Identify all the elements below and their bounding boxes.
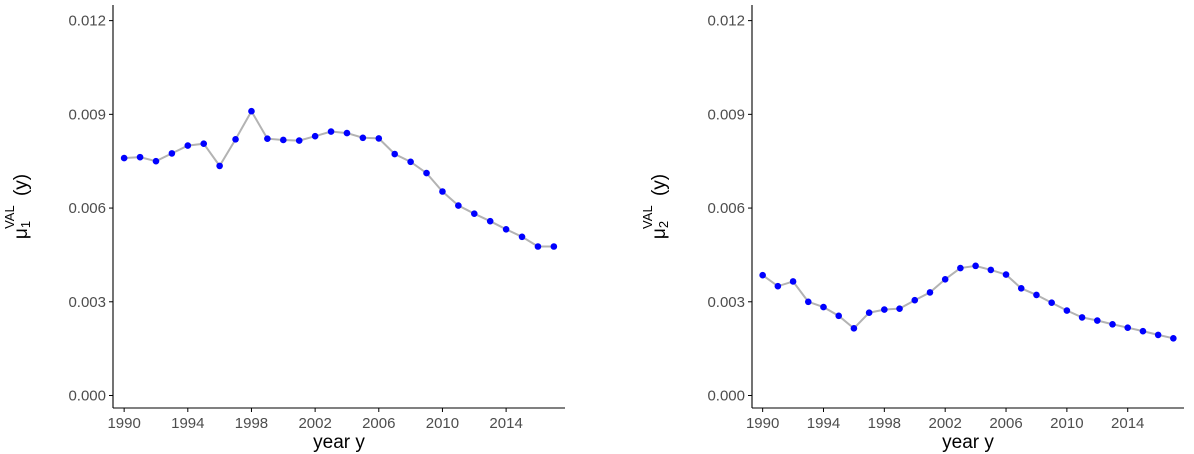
y-axis-title-symbol: μ (11, 228, 32, 239)
data-point (1109, 320, 1116, 328)
y-axis-title: μ1VAL (y) (2, 174, 33, 239)
y-axis-title-arg: (y) (11, 174, 32, 201)
data-point (957, 264, 964, 272)
chart-panel-right: 0.000 0.003 0.006 0.009 0.012 1990 1994 1998 200… (640, 5, 1184, 453)
data-point (926, 289, 934, 296)
x-tick-label: 2010 (426, 415, 459, 432)
data-point (391, 150, 399, 158)
y-axis-title-superscript: VAL (2, 205, 17, 229)
series-line (762, 264, 1174, 340)
y-tick-label: 0.006 (68, 200, 106, 217)
data-point (774, 282, 782, 290)
data-point (248, 107, 255, 115)
data-point (359, 134, 367, 142)
y-tick-label: 0.003 (707, 294, 745, 311)
data-point (1002, 271, 1010, 278)
data-point (279, 136, 287, 144)
data-point (550, 243, 558, 250)
y-tick-label: 0.009 (707, 106, 745, 123)
x-tick-label: 1998 (235, 415, 268, 432)
x-tick-label: 1990 (107, 415, 140, 432)
data-point (311, 132, 319, 140)
y-tick-label: 0.012 (707, 13, 745, 30)
data-point (455, 202, 462, 209)
data-point (232, 136, 239, 143)
y-tick-label: 0.003 (68, 294, 106, 311)
data-point (1063, 307, 1071, 314)
y-axis-title-subscript: 1 (18, 221, 33, 228)
y-axis-title-arg: (y) (649, 174, 670, 201)
data-point (264, 135, 271, 143)
data-point (534, 243, 542, 250)
data-point (343, 129, 351, 137)
y-tick-label: 0.009 (68, 106, 106, 123)
data-point (152, 157, 160, 165)
x-tick-label: 2010 (1050, 415, 1083, 432)
x-tick-label: 2006 (989, 415, 1022, 432)
data-point (327, 128, 335, 135)
data-point (295, 137, 303, 144)
data-point (1033, 291, 1040, 299)
data-point (972, 262, 979, 270)
y-axis-title-symbol: μ (649, 228, 670, 239)
y-axis-title-superscript: VAL (640, 205, 655, 229)
x-tick-label: 1998 (868, 415, 901, 432)
x-tick-label: 2006 (362, 415, 395, 432)
data-point (518, 233, 526, 241)
data-point (168, 150, 176, 157)
x-tick-label: 2014 (1111, 415, 1144, 432)
data-point (896, 305, 903, 312)
data-point (1124, 324, 1132, 332)
x-tick-label: 2002 (298, 415, 331, 432)
data-point (216, 162, 223, 170)
data-point (1017, 285, 1025, 292)
x-tick-label: 1994 (171, 415, 204, 432)
y-tick-label: 0.006 (707, 200, 745, 217)
y-tick-label: 0.000 (68, 388, 106, 405)
data-point (200, 140, 208, 148)
x-axis-title: year y (942, 432, 994, 453)
data-point (486, 217, 494, 225)
data-point (987, 266, 995, 274)
data-point (1093, 317, 1101, 324)
y-tick-label: 0.012 (68, 13, 106, 30)
y-tick-label: 0.000 (707, 388, 745, 405)
data-point (407, 158, 414, 166)
data-point (941, 275, 949, 283)
data-point (804, 298, 812, 306)
data-point (1139, 327, 1147, 335)
data-point (865, 309, 873, 317)
data-point (470, 210, 478, 217)
data-point (881, 306, 888, 313)
x-axis-title: year y (313, 432, 365, 453)
y-axis-title: μ2VAL (y) (640, 174, 671, 239)
chart-panel-left: 0.000 0.003 0.006 0.009 0.012 1990 1994 1998 200… (2, 5, 565, 453)
x-tick-label: 2014 (489, 415, 522, 432)
data-point (1154, 331, 1162, 339)
x-tick-label: 1990 (746, 415, 779, 432)
data-point (502, 226, 510, 233)
data-point (120, 154, 128, 162)
data-point (911, 296, 919, 304)
data-point (1078, 314, 1086, 321)
data-point (136, 153, 144, 161)
x-tick-label: 2002 (928, 415, 961, 432)
x-tick-label: 1994 (807, 415, 840, 432)
data-point (835, 312, 843, 320)
data-point (850, 325, 858, 332)
data-point (375, 135, 383, 142)
y-axis-title-subscript: 2 (656, 221, 671, 228)
data-point (439, 188, 446, 195)
data-point (1170, 335, 1177, 342)
data-point (184, 142, 192, 149)
data-point (820, 303, 827, 311)
data-point (789, 278, 797, 285)
data-point (759, 271, 766, 279)
data-point (423, 169, 430, 177)
series-line (124, 109, 554, 248)
data-point (1048, 299, 1055, 307)
